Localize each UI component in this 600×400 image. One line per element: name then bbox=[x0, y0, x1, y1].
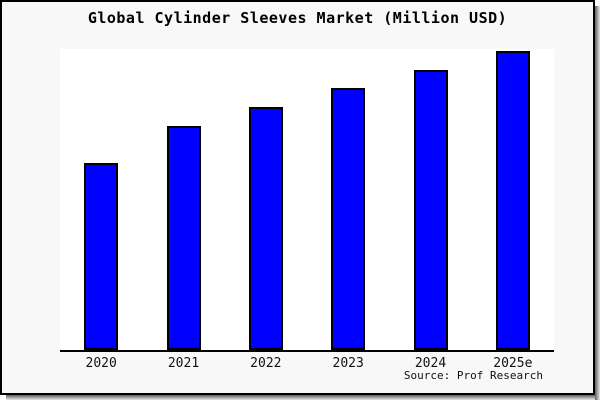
x-tick-label-2020: 2020 bbox=[85, 356, 117, 371]
plot-area bbox=[60, 49, 554, 352]
chart-window: Global Cylinder Sleeves Market (Million … bbox=[0, 0, 595, 395]
bar-2021 bbox=[166, 126, 201, 350]
x-tick-label-2023: 2023 bbox=[332, 356, 364, 371]
bar-2024 bbox=[413, 70, 448, 350]
bar-2025e bbox=[495, 51, 530, 350]
source-note: Source: Prof Research bbox=[403, 369, 543, 382]
x-tick-label-2022: 2022 bbox=[250, 356, 282, 371]
bar-2023 bbox=[331, 88, 366, 350]
drop-shadow-right bbox=[595, 6, 600, 400]
bar-2020 bbox=[84, 163, 119, 350]
x-tick-label-2025e: 2025e bbox=[493, 356, 533, 371]
bar-2022 bbox=[248, 107, 283, 350]
chart-title: Global Cylinder Sleeves Market (Million … bbox=[87, 9, 508, 27]
drop-shadow-bottom bbox=[6, 395, 595, 400]
x-tick-label-2021: 2021 bbox=[167, 356, 200, 371]
x-tick-label-2024: 2024 bbox=[414, 356, 447, 371]
x-axis-labels: 2020 2021 2022 2023 2024 2025e bbox=[60, 356, 554, 372]
